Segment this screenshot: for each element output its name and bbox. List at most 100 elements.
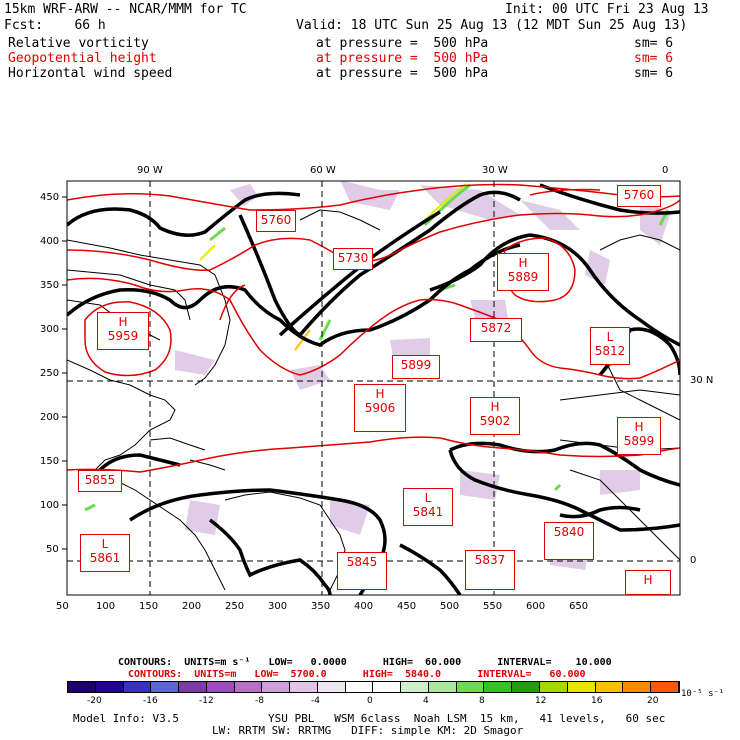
height-label-box: 5760: [256, 210, 296, 232]
pressure-center-letter: H: [118, 315, 128, 329]
field-name-vorticity: Relative vorticity: [8, 36, 149, 51]
colorbar-swatch: [206, 682, 235, 692]
height-contours: [67, 183, 680, 473]
height-value: 5902: [479, 414, 511, 428]
height-label-box: 5872: [470, 318, 522, 342]
y-tick: 450: [40, 192, 60, 203]
x-tick: 350: [311, 601, 331, 612]
physics-line-1: YSU PBL WSM 6class Noah LSM 15 km, 41 le…: [268, 712, 666, 725]
colorbar-swatch: [651, 682, 679, 692]
y-tick: 350: [40, 280, 60, 291]
field-name-wind: Horizontal wind speed: [8, 66, 173, 81]
forecast-hour: Fcst: 66 h: [4, 18, 106, 33]
height-label-box: H 5899: [617, 417, 661, 455]
pressure-center-letter: H: [643, 573, 653, 587]
height-value: 5906: [364, 401, 396, 415]
model-title: 15km WRF-ARW -- NCAR/MMM for TC: [4, 2, 247, 17]
pressure-center-letter: H: [518, 256, 528, 270]
colorbar-tick-label: 8: [479, 696, 485, 706]
colorbar-swatch: [262, 682, 291, 692]
x-tick: 650: [569, 601, 589, 612]
height-label-box: 5837: [465, 550, 515, 590]
colorbar-swatch: [151, 682, 180, 692]
field-name-height: Geopotential height: [8, 51, 157, 66]
colorbar-swatch: [512, 682, 541, 692]
height-value: 5861: [89, 551, 121, 565]
height-label-box: H 5906: [354, 384, 406, 432]
colorbar-tick-label: 4: [423, 696, 429, 706]
height-value: 5760: [623, 188, 655, 202]
height-label-box: H 5902: [470, 397, 520, 435]
field-sm-height: sm= 6: [634, 51, 674, 66]
colorbar-swatch: [234, 682, 263, 692]
colorbar-swatch: [179, 682, 207, 692]
colorbar-swatch: [317, 682, 346, 692]
lon-label-30w: 30 W: [482, 165, 508, 176]
lat-label-0: 0: [690, 555, 697, 566]
height-value: 5959: [107, 329, 139, 343]
height-value: 5812: [594, 344, 626, 358]
x-tick: 300: [268, 601, 288, 612]
x-tick: 500: [440, 601, 460, 612]
colorbar-swatch: [540, 682, 568, 692]
colorbar-swatch: [290, 682, 318, 692]
height-value: 5899: [623, 434, 655, 448]
axis-ticks: [62, 196, 67, 550]
height-label-box: H 5959: [97, 312, 149, 350]
colorbar-swatch: [68, 682, 96, 692]
map-frame: [66, 180, 681, 596]
x-tick: 450: [397, 601, 417, 612]
x-tick: 150: [139, 601, 159, 612]
colorbar-swatch: [595, 682, 624, 692]
y-tick: 50: [46, 544, 59, 555]
colorbar-tick-label: 12: [535, 696, 547, 706]
y-tick: 200: [40, 412, 60, 423]
lon-label-90w: 90 W: [137, 165, 163, 176]
model-info: Model Info: V3.5: [73, 712, 179, 725]
colorbar-tick-label: -8: [255, 696, 264, 706]
y-tick: 250: [40, 368, 60, 379]
height-value: 5899: [400, 358, 432, 372]
field-sm-wind: sm= 6: [634, 66, 674, 81]
valid-time: Valid: 18 UTC Sun 25 Aug 13 (12 MDT Sun …: [296, 18, 688, 33]
height-label-box: L 5812: [590, 327, 630, 365]
pressure-center-letter: L: [101, 537, 109, 551]
colorbar-swatch: [345, 682, 374, 692]
colorbar: [67, 681, 680, 693]
y-tick: 100: [40, 500, 60, 511]
colorbar-tick-label: -4: [311, 696, 320, 706]
colorbar-swatch: [623, 682, 652, 692]
height-label-box: 5855: [78, 470, 122, 492]
x-tick: 200: [182, 601, 202, 612]
x-tick: 600: [526, 601, 546, 612]
colorbar-tick-label: 0: [367, 696, 373, 706]
field-sm-vorticity: sm= 6: [634, 36, 674, 51]
height-value: 5889: [507, 270, 539, 284]
x-tick: 250: [225, 601, 245, 612]
graticule: [67, 181, 680, 595]
height-label-box: H: [625, 570, 671, 595]
height-value: 5837: [474, 553, 506, 567]
height-label-box: H 5889: [497, 253, 549, 291]
x-tick: 100: [96, 601, 116, 612]
pressure-center-letter: L: [606, 330, 614, 344]
lon-label-0: 0: [662, 165, 669, 176]
contour-legend-wind: CONTOURS: UNITS=m s⁻¹ LOW= 0.0000 HIGH= …: [118, 657, 612, 668]
pressure-center-letter: H: [375, 387, 385, 401]
pressure-center-letter: L: [424, 491, 432, 505]
height-label-box: 5899: [392, 355, 440, 379]
colorbar-tick-label: -12: [199, 696, 214, 706]
colorbar-tick-label: -20: [87, 696, 102, 706]
height-value: 5730: [337, 251, 369, 265]
x-tick: 550: [483, 601, 503, 612]
height-value: 5855: [84, 473, 116, 487]
height-value: 5845: [346, 555, 378, 569]
pressure-center-letter: H: [634, 420, 644, 434]
height-label-box: L 5861: [80, 534, 130, 572]
height-value: 5841: [412, 505, 444, 519]
height-label-box: 5760: [617, 185, 661, 207]
colorbar-swatch: [456, 682, 485, 692]
colorbar-swatch: [428, 682, 457, 692]
field-level-height: at pressure = 500 hPa: [316, 51, 489, 66]
